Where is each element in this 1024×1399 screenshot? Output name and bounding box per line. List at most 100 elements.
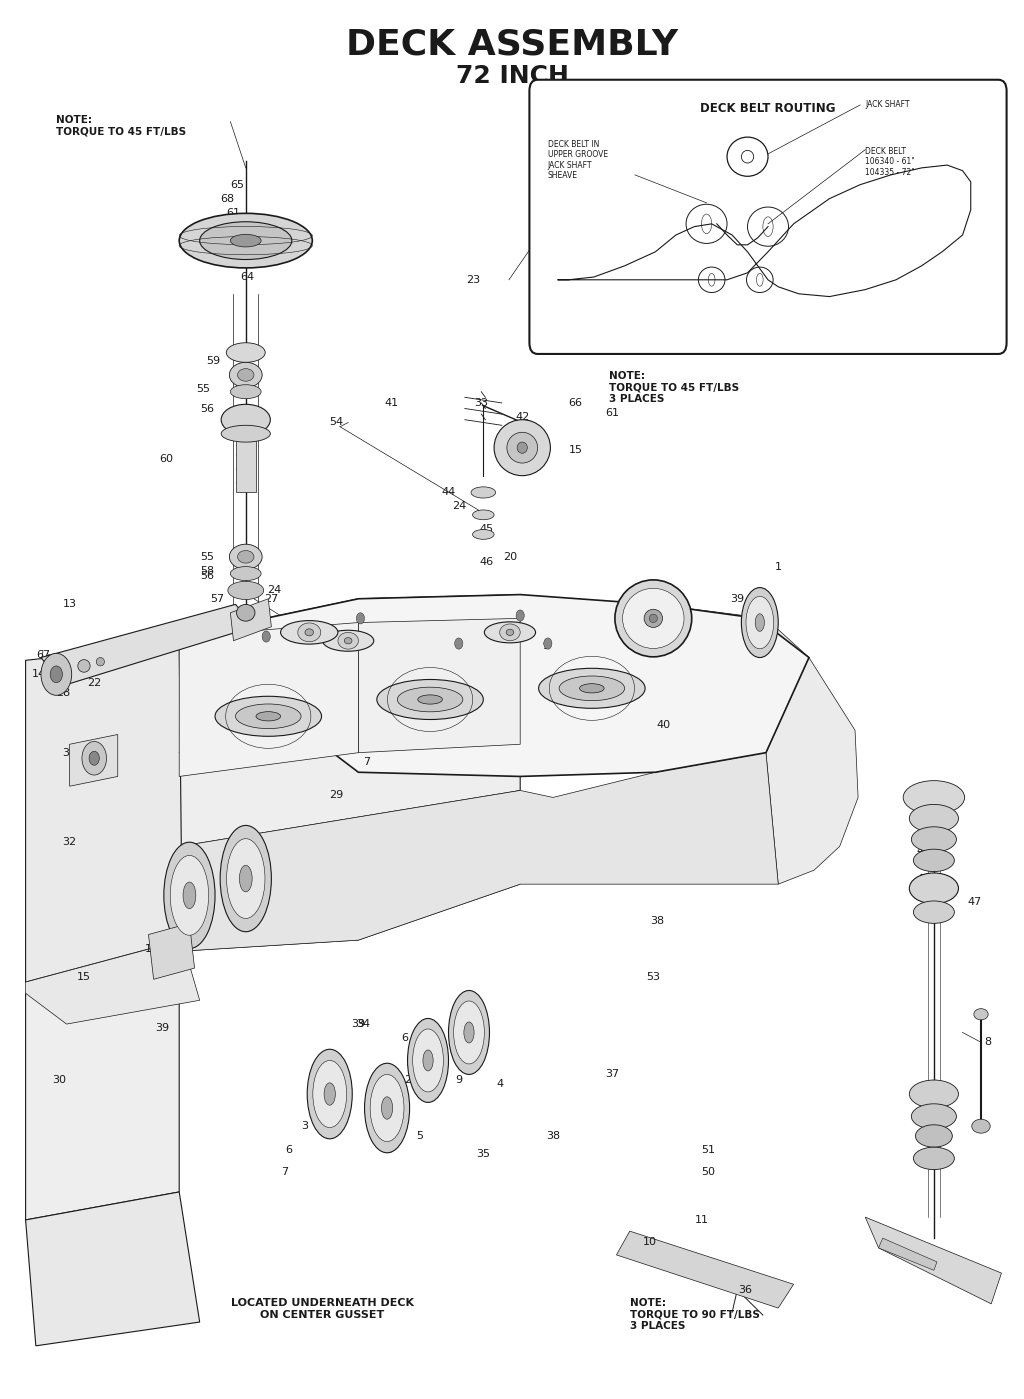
- Text: 58: 58: [200, 565, 214, 576]
- Ellipse shape: [418, 695, 442, 704]
- Polygon shape: [179, 595, 520, 846]
- Text: NOTE:
TORQUE TO 45 FT/LBS: NOTE: TORQUE TO 45 FT/LBS: [56, 115, 186, 136]
- Text: 15: 15: [568, 445, 583, 456]
- Circle shape: [544, 638, 552, 649]
- Text: 52: 52: [916, 795, 931, 806]
- Ellipse shape: [305, 628, 313, 637]
- Text: 1: 1: [775, 561, 781, 572]
- Circle shape: [89, 751, 99, 765]
- Ellipse shape: [539, 669, 645, 708]
- Ellipse shape: [230, 235, 261, 248]
- Text: 44: 44: [441, 487, 456, 498]
- Text: 20: 20: [353, 631, 368, 642]
- Text: 61: 61: [226, 207, 241, 218]
- Ellipse shape: [237, 604, 255, 621]
- Text: 32: 32: [62, 837, 77, 848]
- Circle shape: [41, 653, 72, 695]
- Text: 61: 61: [605, 407, 620, 418]
- Text: 12: 12: [669, 613, 683, 624]
- Text: 46: 46: [479, 557, 494, 568]
- Text: 55: 55: [200, 551, 214, 562]
- Ellipse shape: [298, 623, 321, 642]
- Ellipse shape: [240, 865, 252, 893]
- Ellipse shape: [381, 1097, 393, 1119]
- Text: 32: 32: [172, 943, 186, 954]
- Text: 19: 19: [310, 649, 325, 660]
- Text: 21: 21: [298, 631, 312, 642]
- Text: 7: 7: [419, 736, 425, 747]
- Polygon shape: [70, 734, 118, 786]
- Text: 6: 6: [286, 1144, 292, 1156]
- Text: 13: 13: [62, 599, 77, 610]
- Ellipse shape: [96, 658, 104, 666]
- Text: 14: 14: [527, 453, 542, 464]
- Ellipse shape: [484, 623, 536, 644]
- Ellipse shape: [164, 842, 215, 949]
- Ellipse shape: [903, 781, 965, 814]
- Ellipse shape: [78, 660, 90, 673]
- Ellipse shape: [229, 362, 262, 388]
- Text: 65: 65: [230, 179, 245, 190]
- Text: 9: 9: [456, 1074, 462, 1086]
- Text: NOTE:
TORQUE TO 45 FT/LBS
3 PLACES: NOTE: TORQUE TO 45 FT/LBS 3 PLACES: [609, 371, 739, 404]
- Text: 34: 34: [356, 1018, 371, 1030]
- Polygon shape: [179, 623, 358, 776]
- Ellipse shape: [413, 1030, 443, 1093]
- Text: 23: 23: [466, 274, 480, 285]
- Text: 37: 37: [605, 1069, 620, 1080]
- Ellipse shape: [623, 589, 684, 649]
- Ellipse shape: [324, 1083, 336, 1105]
- Ellipse shape: [220, 825, 271, 932]
- Text: 5: 5: [417, 1130, 423, 1142]
- Ellipse shape: [911, 1104, 956, 1129]
- Ellipse shape: [238, 369, 254, 382]
- Text: 17: 17: [423, 711, 437, 722]
- Ellipse shape: [226, 839, 265, 919]
- Ellipse shape: [909, 804, 958, 832]
- Polygon shape: [179, 753, 778, 951]
- Ellipse shape: [507, 432, 538, 463]
- Text: 62: 62: [196, 221, 210, 232]
- Text: 38: 38: [650, 915, 665, 926]
- Text: 9: 9: [744, 617, 751, 628]
- Ellipse shape: [344, 638, 352, 644]
- Text: 25: 25: [134, 649, 148, 660]
- Ellipse shape: [913, 901, 954, 923]
- Text: 57: 57: [210, 593, 224, 604]
- Ellipse shape: [307, 1049, 352, 1139]
- Text: 56: 56: [200, 403, 214, 414]
- Ellipse shape: [974, 1009, 988, 1020]
- Ellipse shape: [338, 632, 358, 649]
- Text: 54: 54: [329, 417, 343, 428]
- Polygon shape: [230, 599, 271, 641]
- Ellipse shape: [221, 425, 270, 442]
- Circle shape: [356, 613, 365, 624]
- Ellipse shape: [230, 385, 261, 399]
- Ellipse shape: [313, 1060, 346, 1128]
- Text: LOCATED UNDERNEATH DECK
ON CENTER GUSSET: LOCATED UNDERNEATH DECK ON CENTER GUSSET: [231, 1298, 414, 1319]
- Ellipse shape: [741, 588, 778, 658]
- Text: 9: 9: [543, 641, 549, 652]
- Text: 43: 43: [515, 445, 529, 456]
- Text: 10: 10: [643, 1237, 657, 1248]
- Ellipse shape: [397, 687, 463, 712]
- Text: 31: 31: [62, 747, 77, 758]
- Text: 40: 40: [656, 719, 671, 730]
- Text: 53: 53: [646, 971, 660, 982]
- Ellipse shape: [408, 1018, 449, 1102]
- Ellipse shape: [256, 712, 281, 720]
- Text: 24: 24: [267, 585, 282, 596]
- Ellipse shape: [229, 544, 262, 569]
- Text: 51: 51: [701, 1144, 716, 1156]
- Ellipse shape: [221, 404, 270, 435]
- Polygon shape: [41, 604, 254, 686]
- Text: 29: 29: [329, 789, 343, 800]
- Ellipse shape: [179, 214, 312, 269]
- Text: 35: 35: [476, 1149, 490, 1160]
- Text: 4: 4: [497, 1079, 503, 1090]
- Text: 3: 3: [386, 1144, 392, 1156]
- Text: 41: 41: [384, 397, 398, 409]
- Text: 38: 38: [546, 1130, 560, 1142]
- Polygon shape: [879, 1238, 937, 1270]
- Polygon shape: [766, 658, 858, 884]
